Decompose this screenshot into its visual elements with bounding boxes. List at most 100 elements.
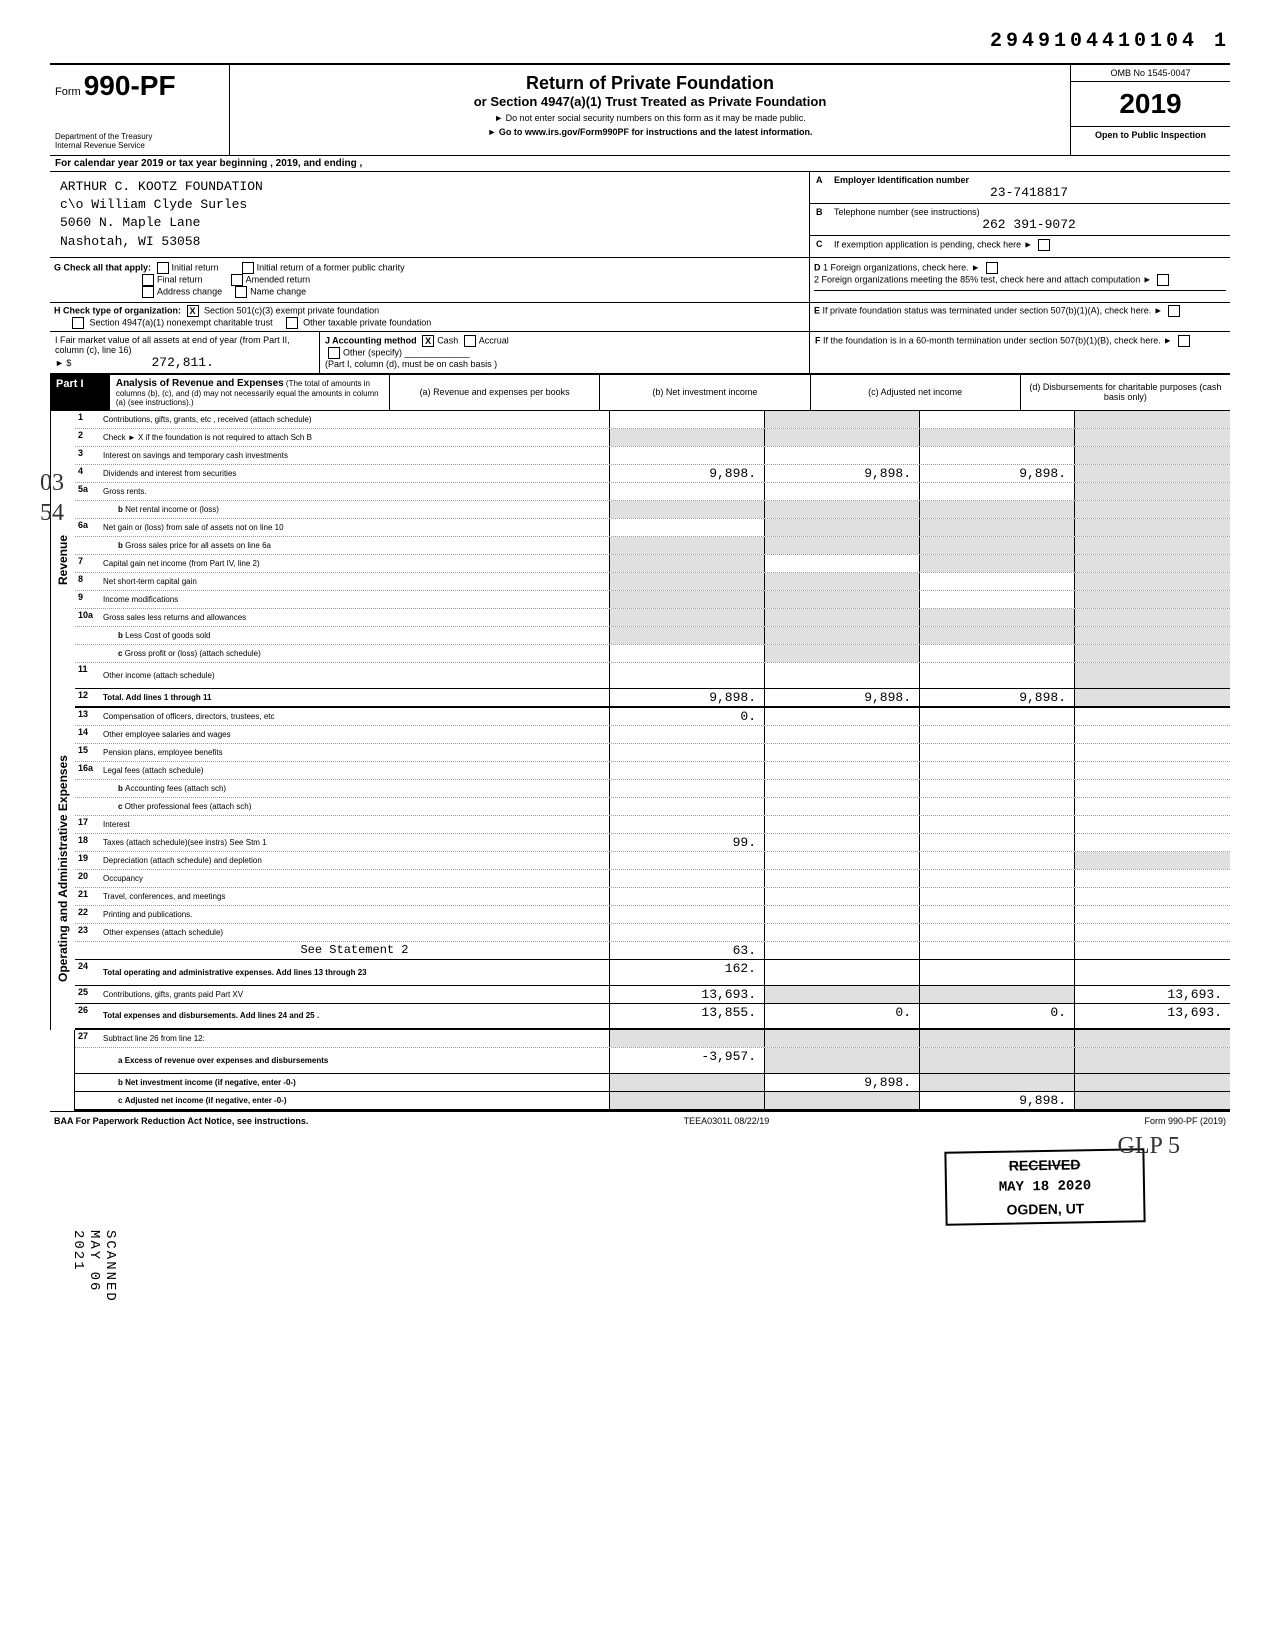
org-careof: c\o William Clyde Surles <box>60 196 799 214</box>
row-5b: b Net rental income or (loss) <box>100 501 610 518</box>
expenses-label: Operating and Administrative Expenses <box>50 708 75 1030</box>
cb-d2[interactable] <box>1157 274 1169 286</box>
cb-other-tax[interactable] <box>286 317 298 329</box>
r4-a: 9,898. <box>610 465 765 482</box>
row-14: Other employee salaries and wages <box>100 726 610 743</box>
label-c: C <box>816 239 834 249</box>
row-12: Total. Add lines 1 through 11 <box>100 689 610 706</box>
tax-year: 2019 <box>1071 82 1230 127</box>
year-box: OMB No 1545-0047 2019 Open to Public Ins… <box>1070 65 1230 155</box>
footer: BAA For Paperwork Reduction Act Notice, … <box>50 1111 1230 1130</box>
cb-cash[interactable]: X <box>422 335 434 347</box>
opt-initial-former: Initial return of a former public charit… <box>257 262 405 272</box>
row-3: Interest on savings and temporary cash i… <box>100 447 610 464</box>
row-18: Taxes (attach schedule)(see instrs) See … <box>100 834 610 851</box>
cb-final[interactable] <box>142 274 154 286</box>
label-a: A <box>816 175 834 185</box>
row-15: Pension plans, employee benefits <box>100 744 610 761</box>
r12-b: 9,898. <box>765 689 920 706</box>
handwriting-1: 03 <box>40 470 64 497</box>
form-note1: ► Do not enter social security numbers o… <box>238 113 1062 123</box>
cb-d1[interactable] <box>986 262 998 274</box>
opt-other-tax: Other taxable private foundation <box>303 317 431 327</box>
row-26: Total expenses and disbursements. Add li… <box>100 1004 610 1028</box>
cb-e[interactable] <box>1168 305 1180 317</box>
opt-final: Final return <box>157 274 203 284</box>
opt-4947: Section 4947(a)(1) nonexempt charitable … <box>90 317 273 327</box>
row-22: Printing and publications. <box>100 906 610 923</box>
row-10a: Gross sales less returns and allowances <box>100 609 610 626</box>
cb-f[interactable] <box>1178 335 1190 347</box>
opt-accrual: Accrual <box>479 335 509 345</box>
form-title: Return of Private Foundation <box>238 73 1062 94</box>
row-11: Other income (attach schedule) <box>100 663 610 688</box>
row-16a: Legal fees (attach schedule) <box>100 762 610 779</box>
form-990pf: 990-PF <box>84 70 176 101</box>
row-19: Depreciation (attach schedule) and deple… <box>100 852 610 869</box>
calendar-year-row: For calendar year 2019 or tax year begin… <box>50 156 1230 172</box>
omb-number: OMB No 1545-0047 <box>1071 65 1230 82</box>
opt-cash: Cash <box>437 335 458 345</box>
section-g-d: G Check all that apply: Initial return I… <box>50 258 1230 303</box>
row-9: Income modifications <box>100 591 610 608</box>
cb-address[interactable] <box>142 286 154 298</box>
r27a-a: -3,957. <box>610 1048 765 1073</box>
opt-501c3: Section 501(c)(3) exempt private foundat… <box>204 305 379 315</box>
r25-d: 13,693. <box>1075 986 1230 1003</box>
row-27a: a Excess of revenue over expenses and di… <box>100 1048 610 1073</box>
r12-c: 9,898. <box>920 689 1075 706</box>
r27c-c: 9,898. <box>920 1092 1075 1109</box>
phone-label: Telephone number (see instructions) <box>834 207 1224 217</box>
expenses-section: Operating and Administrative Expenses 13… <box>50 708 1230 1030</box>
form-title-box: Return of Private Foundation or Section … <box>230 65 1070 155</box>
revenue-label: Revenue <box>50 411 75 708</box>
row-13: Compensation of officers, directors, tru… <box>100 708 610 725</box>
row-25: Contributions, gifts, grants paid Part X… <box>100 986 610 1003</box>
col-a-header: (a) Revenue and expenses per books <box>390 375 600 410</box>
received-date: MAY 18 2020 <box>962 1178 1128 1197</box>
cb-initial-former[interactable] <box>242 262 254 274</box>
row-8: Net short-term capital gain <box>100 573 610 590</box>
opt-amended: Amended return <box>246 274 311 284</box>
d2-label: 2 Foreign organizations meeting the 85% … <box>814 274 1140 284</box>
r4-b: 9,898. <box>765 465 920 482</box>
received-stamp: RECEIVED MAY 18 2020 OGDEN, UT <box>944 1148 1145 1225</box>
cb-initial[interactable] <box>157 262 169 274</box>
ein-value: 23-7418817 <box>834 185 1224 200</box>
cb-4947[interactable] <box>72 317 84 329</box>
part1-label: Part I <box>50 375 110 410</box>
org-name-address: ARTHUR C. KOOTZ FOUNDATION c\o William C… <box>50 172 810 257</box>
row-20: Occupancy <box>100 870 610 887</box>
cb-other-specify[interactable] <box>328 347 340 359</box>
d1-label: 1 Foreign organizations, check here. <box>823 262 969 272</box>
cb-501c3[interactable]: X <box>187 305 199 317</box>
revenue-section: Revenue 1Contributions, gifts, grants, e… <box>50 411 1230 708</box>
opt-other-specify: Other (specify) <box>343 347 402 357</box>
row-6a: Net gain or (loss) from sale of assets n… <box>100 519 610 536</box>
f-label: If the foundation is in a 60-month termi… <box>823 335 1161 345</box>
line27-section: 27Subtract line 26 from line 12: a Exces… <box>50 1030 1230 1111</box>
cb-namechange[interactable] <box>235 286 247 298</box>
org-csz: Nashotah, WI 53058 <box>60 233 799 251</box>
label-b: B <box>816 207 834 217</box>
checkbox-c[interactable] <box>1038 239 1050 251</box>
r23-a: 63. <box>610 942 765 959</box>
form-note2: ► Go to www.irs.gov/Form990PF for instru… <box>238 127 1062 137</box>
section-h-e: H Check type of organization: X Section … <box>50 303 1230 332</box>
cb-amended[interactable] <box>231 274 243 286</box>
cb-accrual[interactable] <box>464 335 476 347</box>
row-2: Check ► X if the foundation is not requi… <box>100 429 610 446</box>
j-note: (Part I, column (d), must be on cash bas… <box>325 359 497 369</box>
part1-title: Analysis of Revenue and Expenses <box>116 378 284 389</box>
row-24: Total operating and administrative expen… <box>100 960 610 985</box>
header-id: 2949104410104 1 <box>50 30 1230 53</box>
r26-c: 0. <box>920 1004 1075 1028</box>
form-prefix: Form <box>55 86 81 98</box>
dept-treasury: Department of the Treasury Internal Reve… <box>55 132 224 150</box>
i-label: I Fair market value of all assets at end… <box>55 335 314 355</box>
org-address: 5060 N. Maple Lane <box>60 214 799 232</box>
handwriting-2: 54 <box>40 500 64 527</box>
row-5a: Gross rents. <box>100 483 610 500</box>
part1-header: Part I Analysis of Revenue and Expenses … <box>50 375 1230 411</box>
right-info-block: A Employer Identification number 23-7418… <box>810 172 1230 257</box>
